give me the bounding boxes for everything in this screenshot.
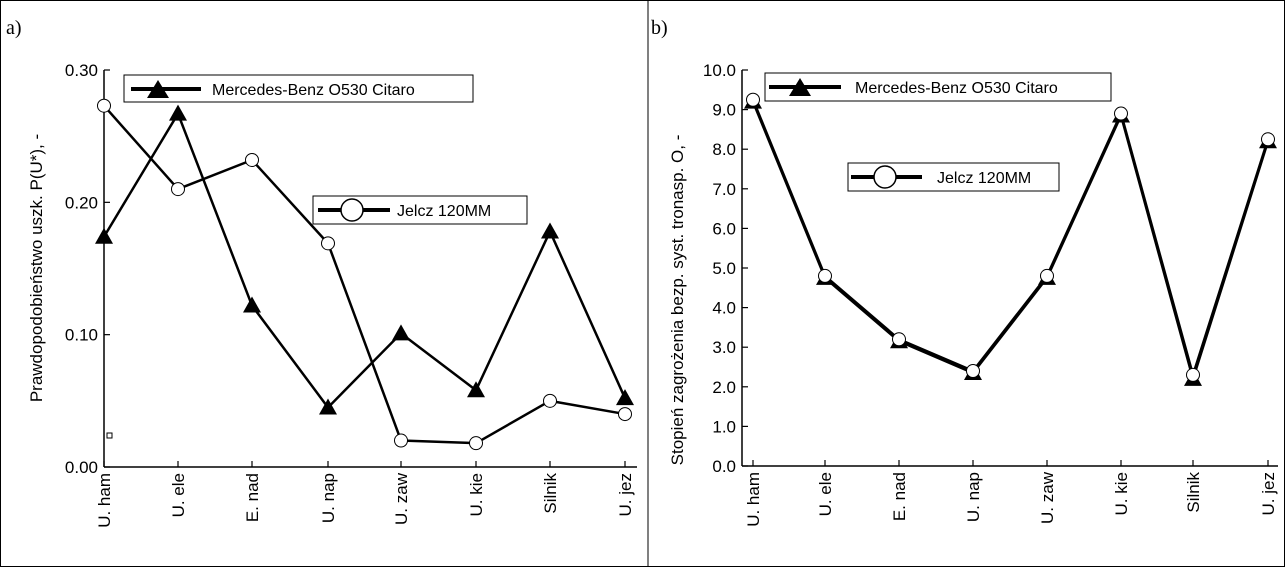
panel-a-x-ticks: U. ham U. ele E. nad U. nap U. zaw U. kie Siln… xyxy=(95,461,635,528)
x-tick-label: U. kie xyxy=(467,473,486,516)
y-tick-label: 9.0 xyxy=(712,101,736,120)
panel-a-y-axis-title: Prawdopodobieństwo uszk. P(U*), - xyxy=(27,134,46,402)
x-tick-label: U. zaw xyxy=(1038,471,1057,524)
x-tick-label: U. ham xyxy=(744,472,763,527)
x-tick-label: E. nad xyxy=(243,473,262,522)
panel-a-label: a) xyxy=(6,17,22,39)
data-point-triangle xyxy=(541,222,559,239)
data-point-triangle xyxy=(95,227,113,244)
data-point-triangle xyxy=(467,381,485,398)
legend-circle-icon xyxy=(873,165,897,189)
x-tick-label: U. zaw xyxy=(392,472,411,525)
x-tick-label: Silnik xyxy=(541,473,560,514)
data-point-circle xyxy=(1261,132,1275,147)
series-line-1 xyxy=(751,99,1270,377)
x-tick-label: U. kie xyxy=(1112,472,1131,515)
y-tick-label: 0.10 xyxy=(65,326,98,345)
x-tick-label: U. ele xyxy=(169,473,188,517)
legend-label: Mercedes-Benz O530 Citaro xyxy=(855,80,1058,97)
data-point-circle xyxy=(746,92,760,107)
series-line-1 xyxy=(103,104,626,445)
panel-b-x-ticks: U. ham U. ele E. nad U. nap U. zaw U. kie Siln… xyxy=(744,460,1278,527)
y-tick-label: 1.0 xyxy=(712,417,736,436)
series-line-0 xyxy=(102,112,627,409)
data-point-circle xyxy=(892,332,906,347)
panel-b-y-ticks: 0.0 1.0 2.0 3.0 4.0 5.0 6.0 7.0 8.0 9.0 10.0 xyxy=(703,61,748,476)
y-tick-label: 5.0 xyxy=(712,259,736,278)
y-tick-label: 0.20 xyxy=(65,193,98,212)
panel-a-axes xyxy=(103,70,637,468)
data-point-triangle xyxy=(392,324,410,341)
y-tick-label: 3.0 xyxy=(712,338,736,357)
y-tick-label: 6.0 xyxy=(712,219,736,238)
data-point-circle xyxy=(469,436,483,451)
data-point-circle xyxy=(245,152,259,167)
legend-circle-icon xyxy=(340,198,364,222)
panel-a-series xyxy=(95,98,634,451)
x-tick-label: U. jez xyxy=(616,473,635,516)
legend-triangle-icon xyxy=(789,78,811,96)
panel-b-legend-mercedes: Mercedes-Benz O530 Citaro xyxy=(764,72,1112,102)
data-point-circle xyxy=(966,363,980,378)
y-tick-label: 2.0 xyxy=(712,378,736,397)
data-point-circle xyxy=(1114,106,1128,121)
x-tick-label: U. jez xyxy=(1259,472,1278,515)
panel-a-chart: a) Prawdopodobieństwo uszk. P(U*), - U. … xyxy=(6,17,637,528)
panel-a-y-ticks: 0.00 0.10 0.20 0.30 xyxy=(65,61,110,477)
data-point-triangle xyxy=(319,398,337,415)
legend-label: Jelcz 120MM xyxy=(937,170,1031,187)
panel-a-legend-mercedes: Mercedes-Benz O530 Citaro xyxy=(123,74,474,103)
x-tick-label: U. nap xyxy=(319,473,338,523)
panel-b-label: b) xyxy=(651,17,668,39)
panel-b-series xyxy=(744,92,1277,386)
x-tick-label: U. ele xyxy=(816,472,835,516)
panel-a-legend-jelcz: Jelcz 120MM xyxy=(312,195,528,225)
y-tick-label: 0.00 xyxy=(65,458,98,477)
series-line-0 xyxy=(751,101,1270,381)
y-tick-label: 10.0 xyxy=(703,61,736,80)
data-point-circle xyxy=(1186,367,1200,382)
legend-label: Mercedes-Benz O530 Citaro xyxy=(212,82,415,99)
y-tick-label: 4.0 xyxy=(712,299,736,318)
x-tick-label: E. nad xyxy=(890,472,909,521)
data-point-circle xyxy=(818,268,832,283)
y-tick-label: 8.0 xyxy=(712,140,736,159)
panel-a-stray-marker xyxy=(106,432,113,439)
data-point-circle xyxy=(394,433,408,448)
panel-b-chart: b) Stopień zagrożenia bezp. syst. tronas… xyxy=(651,17,1278,527)
y-tick-label: 7.0 xyxy=(712,180,736,199)
panel-b-legend-jelcz: Jelcz 120MM xyxy=(847,162,1060,192)
data-point-circle xyxy=(618,407,632,422)
data-point-triangle xyxy=(616,389,634,406)
y-tick-label: 0.0 xyxy=(712,457,736,476)
panel-b-y-axis-title: Stopień zagrożenia bezp. syst. tronasp. … xyxy=(668,135,687,466)
x-tick-label: U. ham xyxy=(95,473,114,528)
legend-triangle-icon xyxy=(147,80,169,98)
data-point-circle xyxy=(1040,268,1054,283)
legend-label: Jelcz 120MM xyxy=(397,203,491,220)
x-tick-label: Silnik xyxy=(1184,472,1203,513)
data-point-circle xyxy=(97,98,111,113)
data-point-triangle xyxy=(169,104,187,121)
data-point-circle xyxy=(171,182,185,197)
data-point-circle xyxy=(321,236,335,251)
x-tick-label: U. nap xyxy=(964,472,983,522)
data-point-triangle xyxy=(243,296,261,313)
y-tick-label: 0.30 xyxy=(65,61,98,80)
data-point-circle xyxy=(543,393,557,408)
